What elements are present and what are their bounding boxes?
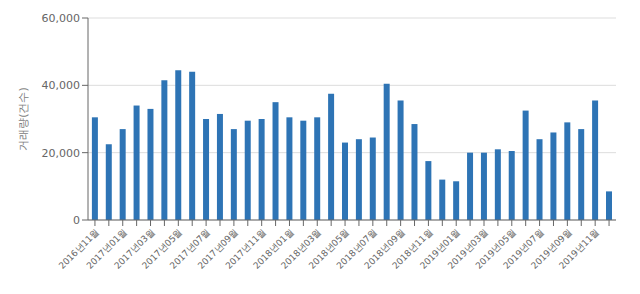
svg-text:2017년05월: 2017년05월 (140, 226, 185, 271)
svg-text:60,000: 60,000 (42, 12, 81, 25)
svg-text:40,000: 40,000 (42, 79, 81, 92)
svg-text:2018년09월: 2018년09월 (362, 226, 407, 271)
svg-text:거래량(건수): 거래량(건수) (17, 87, 30, 151)
svg-text:2017년11월: 2017년11월 (223, 226, 268, 271)
svg-text:2017년01월: 2017년01월 (84, 226, 129, 271)
svg-text:2019년01월: 2019년01월 (418, 226, 463, 271)
svg-text:2019년09월: 2019년09월 (529, 226, 574, 271)
svg-text:20,000: 20,000 (42, 147, 81, 160)
svg-text:2018년11월: 2018년11월 (390, 226, 435, 271)
svg-text:2016년11월: 2016년11월 (56, 226, 101, 271)
svg-text:0: 0 (73, 214, 80, 227)
svg-text:2018년05월: 2018년05월 (306, 226, 351, 271)
svg-text:2017년09월: 2017년09월 (195, 226, 240, 271)
svg-text:2019년03월: 2019년03월 (445, 226, 490, 271)
svg-text:2019년07월: 2019년07월 (501, 226, 546, 271)
svg-text:2017년03월: 2017년03월 (112, 226, 157, 271)
svg-text:2018년03월: 2018년03월 (279, 226, 324, 271)
svg-text:2017년07월: 2017년07월 (167, 226, 212, 271)
svg-text:2019년05월: 2019년05월 (473, 226, 518, 271)
svg-text:2019년11월: 2019년11월 (557, 227, 601, 271)
svg-text:2018년07월: 2018년07월 (334, 226, 379, 271)
svg-text:2018년01월: 2018년01월 (251, 226, 296, 271)
